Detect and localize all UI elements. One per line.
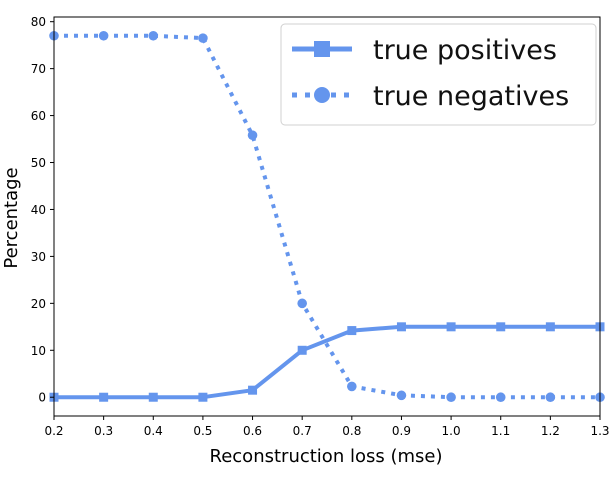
x-tick-label: 1.2 <box>541 424 560 438</box>
data-point-true-negatives <box>297 298 307 309</box>
x-tick-label: 1.0 <box>442 424 461 438</box>
x-tick-label: 1.1 <box>491 424 510 438</box>
y-tick-label: 70 <box>31 62 46 76</box>
data-point-true-negatives <box>148 30 159 41</box>
data-point-true-positives <box>297 345 307 355</box>
data-point-true-negatives <box>495 392 506 403</box>
legend-marker-true-positives <box>314 41 330 57</box>
x-tick-label: 0.7 <box>293 424 312 438</box>
x-tick-label: 0.3 <box>94 424 113 438</box>
data-point-true-negatives <box>545 392 556 403</box>
y-tick-label: 50 <box>31 156 46 170</box>
data-point-true-negatives <box>247 130 258 141</box>
legend-label-true-positives: true positives <box>373 35 557 66</box>
data-point-true-positives <box>396 322 406 332</box>
legend-swatch-true-negatives <box>292 87 352 103</box>
legend-marker-true-negatives <box>314 87 330 103</box>
y-tick-label: 80 <box>31 15 46 29</box>
y-tick-label: 20 <box>31 297 46 311</box>
x-tick-label: 0.4 <box>144 424 163 438</box>
series-line-true-negatives <box>54 33 600 400</box>
y-tick-label: 30 <box>31 250 46 264</box>
x-tick-label: 0.6 <box>243 424 262 438</box>
data-point-true-positives <box>99 392 109 402</box>
data-point-true-positives <box>545 322 555 332</box>
x-axis-ticks: 0.2 0.3 0.4 0.5 0.6 0.7 0.8 0.9 1.0 1.1 1.2 1.3 <box>44 416 610 438</box>
series-line-true-positives <box>54 324 600 400</box>
x-tick-label: 0.5 <box>193 424 212 438</box>
legend-box <box>280 23 597 126</box>
data-point-true-positives <box>347 326 357 336</box>
x-tick-label: 0.2 <box>44 424 63 438</box>
axes-border <box>53 16 601 417</box>
x-tick-label: 1.3 <box>590 424 609 438</box>
legend-swatch-true-positives <box>292 41 352 57</box>
data-point-true-positives <box>446 322 456 332</box>
legend: true positives true negatives <box>280 23 597 126</box>
data-point-true-negatives <box>98 30 109 41</box>
data-point-true-positives <box>496 322 506 332</box>
y-tick-label: 60 <box>31 109 46 123</box>
legend-label-true-negatives: true negatives <box>373 81 569 112</box>
x-tick-label: 0.8 <box>342 424 361 438</box>
data-point-true-positives <box>148 392 158 402</box>
data-point-true-negatives <box>347 381 357 392</box>
y-axis-ticks: 0 10 20 30 40 50 60 70 80 <box>31 15 54 405</box>
plot-area <box>49 30 605 403</box>
data-point-true-positives <box>248 385 258 395</box>
data-point-true-negatives <box>446 392 456 403</box>
data-point-true-negatives <box>198 33 208 43</box>
x-axis-label: Reconstruction loss (mse) <box>210 446 443 467</box>
axes-frame <box>53 16 601 417</box>
y-tick-label: 10 <box>31 344 46 358</box>
y-tick-label: 40 <box>31 203 46 217</box>
data-point-true-positives <box>198 392 208 402</box>
x-tick-label: 0.9 <box>392 424 411 438</box>
y-tick-label: 0 <box>38 391 46 405</box>
data-point-true-negatives <box>396 390 407 401</box>
y-axis-label: Percentage <box>1 167 22 268</box>
